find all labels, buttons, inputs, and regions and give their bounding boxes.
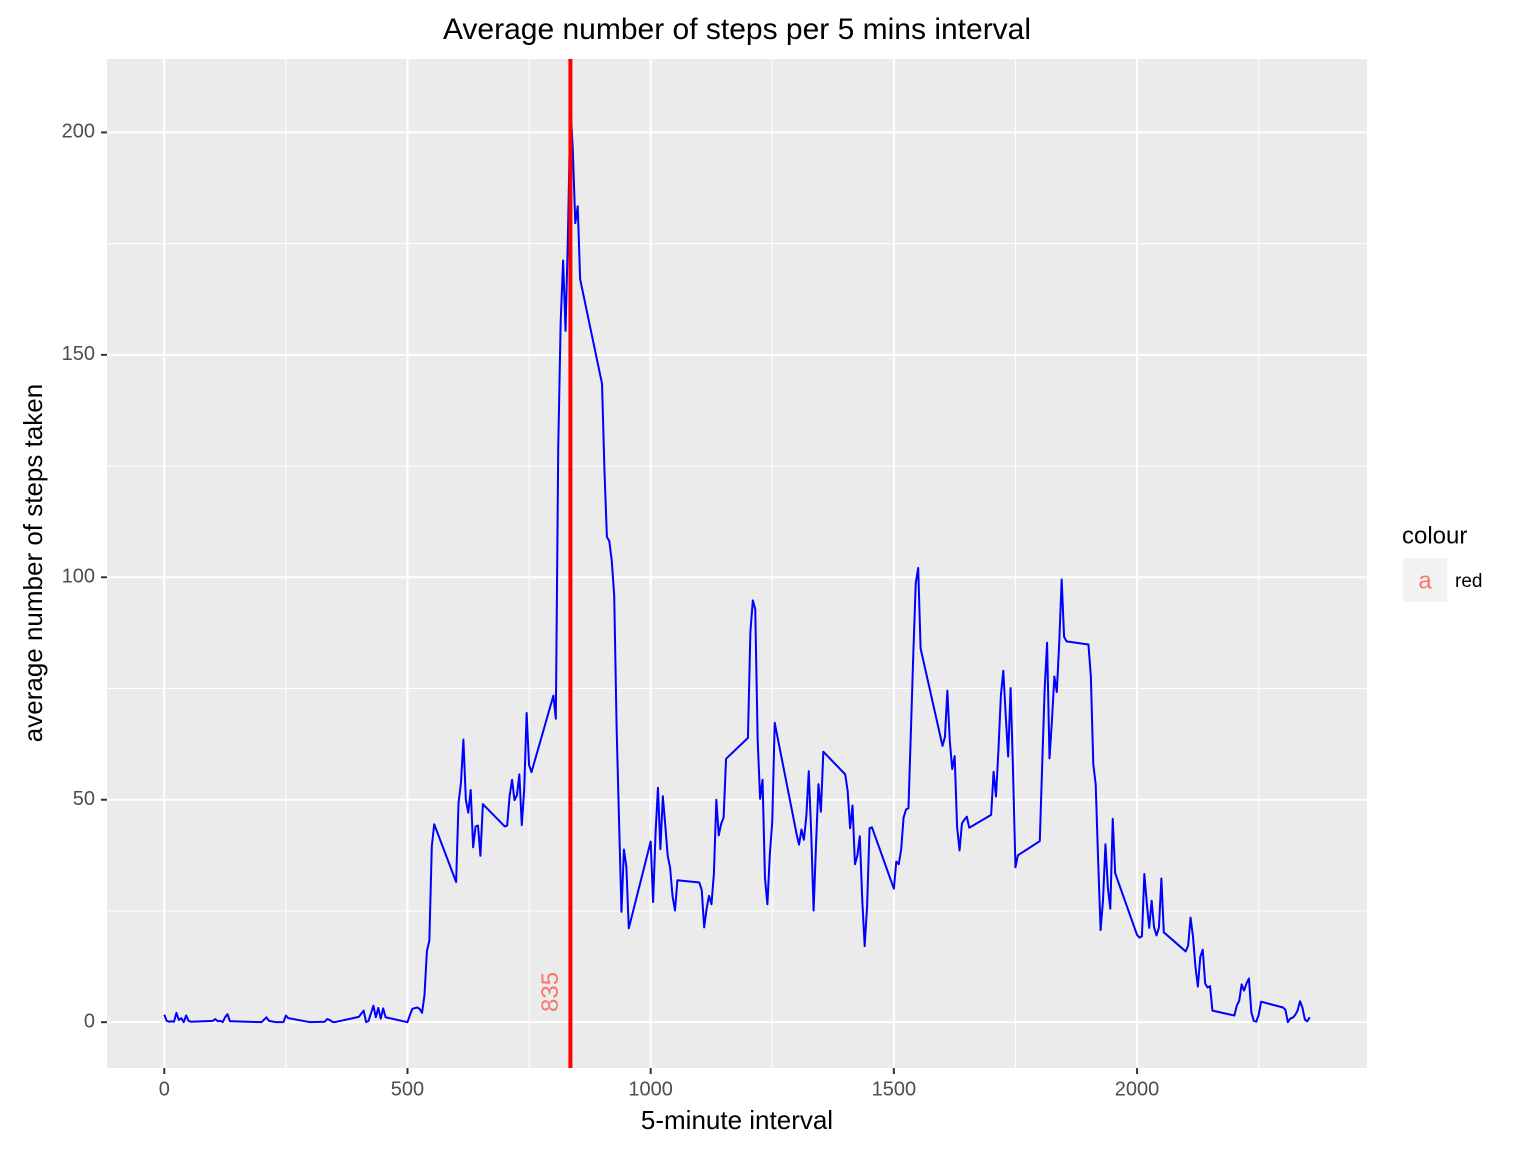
y-tick-label: 50 [73,788,95,810]
x-tick-label: 2000 [1115,1078,1160,1100]
legend-glyph: a [1418,567,1432,594]
legend-key [1403,558,1447,602]
x-tick-label: 1500 [872,1078,917,1100]
line-series [163,103,1311,1024]
grid [107,59,1367,1068]
y-tick-label: 100 [62,566,95,588]
y-tick-label: 150 [62,343,95,365]
y-tick-label: 200 [62,121,95,143]
legend-label: red [1455,571,1482,592]
legend-title: colour [1402,522,1467,549]
chart-title: Average number of steps per 5 mins inter… [443,13,1031,46]
plot-panel [107,59,1367,1068]
x-tick-label: 1000 [628,1078,673,1100]
x-tick-label: 0 [159,1078,170,1100]
y-tick-label: 0 [84,1010,95,1032]
x-tick-label: 500 [391,1078,424,1100]
x-axis-label: 5-minute interval [641,1105,833,1135]
reference-label: 835 [537,972,564,1012]
y-axis-label: average number of steps taken [18,384,48,742]
